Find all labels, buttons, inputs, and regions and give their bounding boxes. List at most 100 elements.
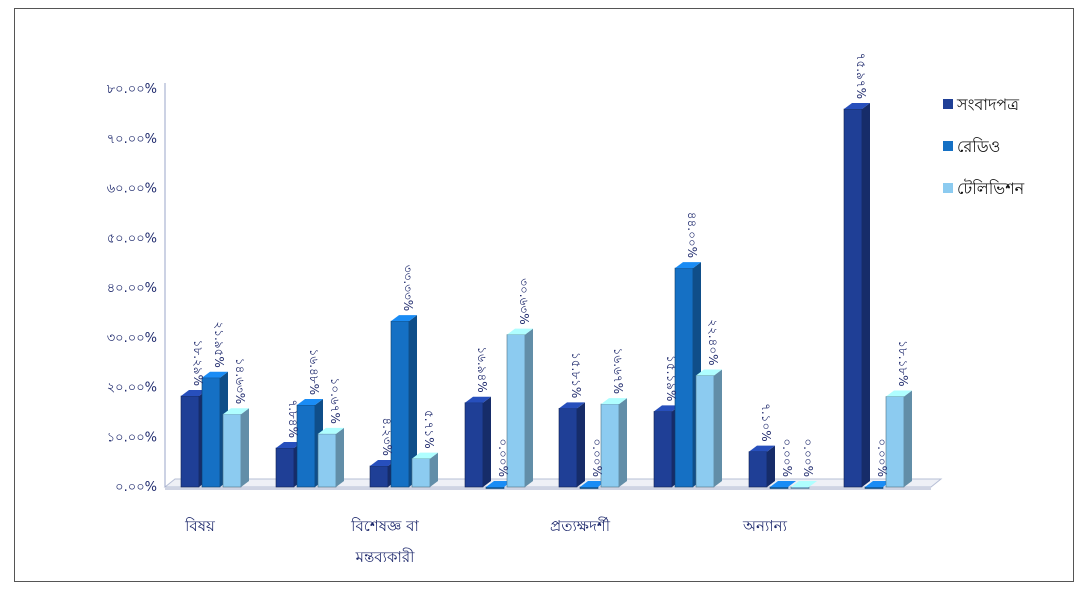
chart-floor-edge: [165, 487, 931, 490]
bar-side: [336, 427, 344, 487]
legend-label: সংবাদপত্র: [956, 95, 1019, 114]
bar-top: [276, 441, 302, 448]
data-label: ৭.১০%: [759, 403, 773, 442]
bar: [864, 481, 891, 489]
data-label: ৪.২৩%: [380, 417, 394, 456]
bar-top: [770, 481, 796, 487]
bar-side: [409, 315, 417, 487]
bar: [317, 427, 344, 488]
bar-top: [696, 369, 722, 376]
bar-side: [767, 445, 775, 487]
data-label: ০.০০%: [801, 438, 815, 477]
bar: [222, 408, 249, 488]
y-tick-label: ৮০.০০%: [107, 82, 157, 97]
bar: [390, 315, 417, 488]
chart: ০.০০% ১০.০০% ২০.০০% ৩০.০০% ৪০.০০% ৫০.০০% ৬০.০০…: [107, 53, 1025, 566]
bar-side: [714, 369, 722, 487]
bar-side: [430, 452, 438, 487]
bar-side: [483, 396, 491, 487]
legend-swatch: [943, 141, 953, 151]
data-label: ১৬.৬৭%: [611, 348, 625, 394]
data-label: ১৬.৪৮%: [307, 349, 321, 395]
bar: [558, 402, 585, 488]
bar-top: [559, 402, 585, 409]
legend-label: টেলিভিশন: [957, 179, 1025, 198]
legend-entry: সংবাদপত্র: [943, 95, 1019, 114]
bar: [485, 481, 512, 489]
bar-top: [465, 396, 491, 403]
bar-side: [525, 328, 533, 487]
legend-swatch: [943, 183, 953, 193]
y-tick-label: ১০.০০%: [107, 430, 157, 445]
bar-front: [653, 411, 673, 488]
bar-top: [391, 315, 417, 322]
bar-front: [180, 395, 200, 488]
bar-top: [886, 390, 912, 397]
data-label: ১৪.৬৩%: [233, 358, 247, 404]
bar-top: [412, 452, 438, 459]
y-tick-label: ২০.০০%: [107, 381, 157, 396]
category-label: অন্যান্য: [742, 517, 788, 535]
bar-front: [222, 413, 242, 488]
bar-front: [317, 433, 337, 488]
bar-top: [580, 481, 606, 487]
chart-frame: ০.০০% ১০.০০% ২০.০০% ৩০.০০% ৪০.০০% ৫০.০০% ৬০.০০…: [14, 8, 1074, 582]
bar: [464, 396, 491, 488]
legend-swatch: [943, 99, 953, 109]
bar-side: [904, 390, 912, 487]
bar-top: [654, 405, 680, 412]
legend-entry: টেলিভিশন: [943, 179, 1025, 198]
category-label: বিষয়: [184, 517, 216, 535]
bar-top: [202, 371, 228, 378]
data-label: ১৮.২৯%: [191, 340, 205, 386]
y-tick-label: ৪০.০০%: [107, 281, 157, 296]
bar-front: [748, 451, 768, 488]
bar-front: [790, 486, 810, 489]
y-tick-label: ০.০০%: [115, 480, 157, 495]
data-label: ২১.৯৫%: [212, 321, 226, 367]
bar-top: [486, 481, 512, 487]
bar: [748, 445, 775, 488]
bar: [695, 369, 722, 488]
bar-front: [411, 458, 431, 488]
data-label: ১৫.৮১%: [569, 352, 583, 398]
bar: [411, 452, 438, 488]
bar: [506, 328, 533, 488]
bar: [579, 481, 606, 489]
bar-top: [223, 408, 249, 415]
bar-top: [601, 398, 627, 405]
legend-label: রেডিও: [957, 137, 1000, 156]
data-label: ১০.৬৭%: [328, 377, 342, 423]
bar-top: [749, 445, 775, 452]
data-label: ১৬.৯৪%: [475, 346, 489, 392]
data-label: ২২.৪০%: [706, 319, 720, 365]
bar-top: [791, 481, 817, 487]
bar-top: [181, 390, 207, 397]
bar-side: [862, 103, 870, 487]
data-label: ০.০০%: [780, 438, 794, 477]
bar-front: [843, 108, 863, 488]
data-label: ১৮.১৮%: [896, 340, 910, 386]
bar: [674, 262, 701, 488]
bar: [790, 481, 817, 489]
category-label: প্রত্যক্ষদর্শী: [550, 517, 611, 535]
bar-top: [675, 262, 701, 269]
category-label: বিশেষজ্ঞ বা: [350, 517, 419, 535]
legend-entry: রেডিও: [943, 137, 1000, 156]
bar-side: [577, 402, 585, 487]
bar-top: [865, 481, 891, 487]
bar-front: [864, 486, 884, 489]
bar-top: [297, 399, 323, 406]
bar-front: [485, 486, 505, 489]
bar-side: [619, 398, 627, 487]
data-label: ৭.৮৪%: [286, 399, 300, 438]
bar-front: [390, 320, 410, 488]
bar-front: [695, 375, 715, 488]
y-tick-label: ৫০.০০%: [107, 231, 157, 246]
bar: [885, 390, 912, 488]
bar: [843, 103, 870, 488]
data-label: ৫.৭১%: [422, 410, 436, 449]
bar-top: [370, 459, 396, 466]
bar: [600, 398, 627, 488]
data-label: ৩০.৬৩%: [517, 278, 531, 324]
